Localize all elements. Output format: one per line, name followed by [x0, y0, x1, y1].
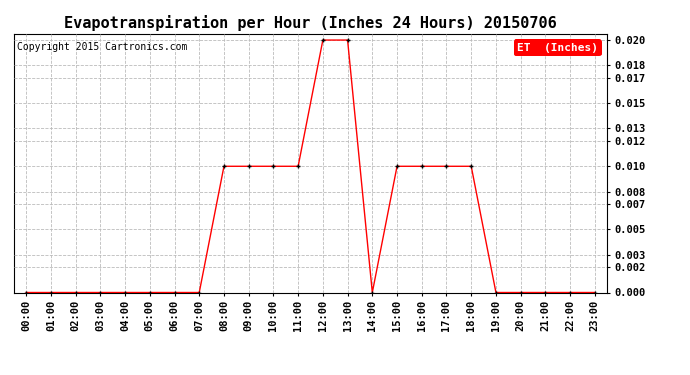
Title: Evapotranspiration per Hour (Inches 24 Hours) 20150706: Evapotranspiration per Hour (Inches 24 H… [64, 15, 557, 31]
Legend: ET  (Inches): ET (Inches) [514, 39, 602, 56]
Text: Copyright 2015 Cartronics.com: Copyright 2015 Cartronics.com [17, 42, 187, 51]
